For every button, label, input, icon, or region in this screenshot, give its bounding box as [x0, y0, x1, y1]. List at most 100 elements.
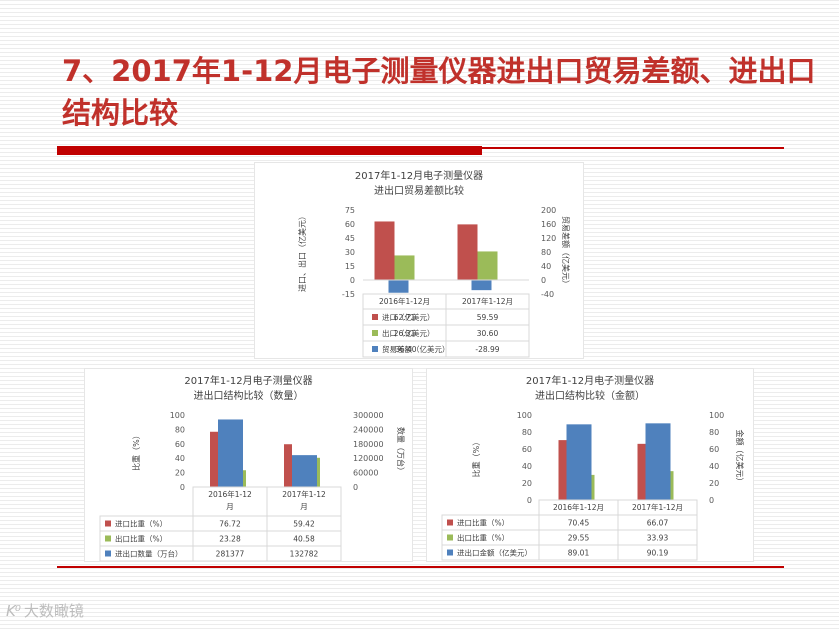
right-tick-label: 60: [709, 445, 719, 454]
category-label: 2017年1-12月: [462, 296, 513, 306]
legend-label: 贸易差额（亿美元）: [382, 344, 450, 354]
left-tick-label: 0: [350, 276, 355, 285]
data-label: 76.72: [219, 520, 241, 529]
left-tick-label: 80: [522, 428, 532, 437]
category-label: 月: [226, 502, 234, 511]
y2-axis-title: 数量（万台）: [396, 427, 406, 475]
legend-swatch: [105, 520, 111, 527]
category-label: 2017年1-12: [282, 489, 326, 499]
chart-title-line-1: 2017年1-12月电子测量仪器: [526, 374, 654, 387]
left-tick-label: 80: [175, 425, 185, 434]
bar-qty-3-cat-2: [292, 455, 317, 487]
data-label: 23.28: [219, 535, 241, 544]
y-axis-title: 进口、出口（亿美元）: [297, 212, 307, 292]
slide-title: 7、2017年1-12月电子测量仪器进出口贸易差额、进出口结构比较: [62, 54, 816, 130]
bar-amt-3-cat-2: [645, 423, 671, 500]
legend-swatch: [372, 330, 378, 336]
data-label: 29.55: [568, 534, 590, 543]
chart-title-line-2: 进出口贸易差额比较: [374, 184, 464, 197]
left-tick-label: 30: [345, 248, 355, 257]
bar-trade-2-cat-2: [477, 251, 498, 280]
chart-title-line-2: 进出口结构比较（金额）: [535, 389, 645, 402]
right-tick-label: 200: [541, 206, 556, 215]
legend-label: 出口（亿美元）: [382, 328, 435, 338]
category-label: 2016年1-12: [208, 489, 252, 499]
legend-label: 进出口金额（亿美元）: [457, 548, 532, 558]
chart-title-line-2: 进出口结构比较（数量）: [194, 389, 304, 402]
left-tick-label: 40: [522, 462, 532, 471]
right-tick-label: 180000: [353, 440, 384, 449]
data-label: 70.45: [568, 519, 590, 528]
chart-panel-structure-quantity: 2017年1-12月电子测量仪器 进出口结构比较（数量） 0 20 40 60 80 100 0…: [85, 369, 412, 561]
data-label: 59.42: [293, 520, 315, 529]
bar-trade-2-cat-1: [394, 255, 415, 280]
bar-amt-1-cat-2: [637, 443, 646, 500]
right-tick-label: 160: [541, 220, 556, 229]
right-tick-label: 80: [709, 428, 719, 437]
data-label: 33.93: [647, 534, 669, 543]
legend-label: 进口比重（%）: [457, 518, 509, 528]
right-tick-label: 60000: [353, 469, 378, 478]
category-label: 2016年1-12月: [553, 502, 604, 512]
left-tick-label: 60: [522, 445, 532, 454]
right-tick-label: 0: [709, 496, 714, 505]
table-cell: [617, 544, 698, 561]
title-underline-thin: [482, 147, 784, 149]
legend-swatch: [105, 535, 111, 542]
category-label: 2017年1-12月: [632, 502, 683, 512]
right-tick-label: 120000: [353, 454, 384, 463]
left-tick-label: 40: [175, 454, 185, 463]
left-tick-label: 20: [522, 479, 532, 488]
y-axis-title: 比重（%）: [131, 431, 141, 471]
legend-label: 出口比重（%）: [457, 533, 509, 543]
right-tick-label: 0: [353, 483, 358, 492]
bar-trade-3-cat-2: [471, 280, 492, 291]
table-cell: [445, 340, 530, 358]
legend-label: 进口比重（%）: [115, 519, 167, 529]
data-label: 89.01: [568, 549, 590, 558]
y-axis-title: 比重（%）: [471, 438, 481, 478]
data-label: 26.31: [394, 329, 416, 338]
data-label: 132782: [290, 550, 319, 559]
legend-swatch: [447, 534, 453, 541]
right-tick-label: 0: [541, 276, 546, 285]
data-label: 59.59: [477, 313, 499, 322]
legend-swatch: [447, 549, 453, 556]
right-tick-label: 240000: [353, 425, 384, 434]
watermark-text: 大数瞰镜: [23, 602, 84, 620]
data-label: 62.71: [394, 313, 416, 322]
right-tick-label: -40: [541, 290, 554, 299]
data-label: 30.60: [477, 329, 499, 338]
data-label: 90.19: [647, 549, 669, 558]
left-tick-label: -15: [342, 290, 355, 299]
right-tick-label: 40: [541, 262, 551, 271]
left-tick-label: 100: [170, 411, 185, 420]
legend-swatch: [105, 550, 111, 557]
data-label: -36.40: [392, 345, 416, 354]
bar-trade-1-cat-2: [457, 224, 478, 280]
bar-qty-1-cat-2: [284, 444, 292, 487]
table-cell: [266, 545, 342, 561]
legend-label: 进口（亿美元）: [382, 312, 435, 322]
legend-swatch: [372, 346, 378, 352]
right-tick-label: 120: [541, 234, 556, 243]
left-tick-label: 60: [175, 440, 185, 449]
bar-trade-3-cat-1: [388, 280, 409, 293]
left-tick-label: 20: [175, 469, 185, 478]
chart-title-line-1: 2017年1-12月电子测量仪器: [355, 169, 483, 182]
chart-panel-trade-balance: 2017年1-12月电子测量仪器 进出口贸易差额比较 -15 0 15 30 45 60 75 -…: [255, 163, 583, 358]
data-label: -28.99: [475, 345, 499, 354]
legend-swatch: [372, 314, 378, 320]
bar-amt-1-cat-1: [558, 440, 567, 500]
watermark: K⁰ 大数瞰镜: [6, 600, 84, 621]
category-label: 月: [300, 502, 308, 511]
left-tick-label: 60: [345, 220, 355, 229]
data-label: 66.07: [647, 519, 669, 528]
category-label: 2016年1-12月: [379, 296, 430, 306]
bar-trade-1-cat-1: [374, 221, 395, 280]
legend-label: 出口比重（%）: [115, 534, 167, 544]
data-label: 281377: [216, 550, 245, 559]
